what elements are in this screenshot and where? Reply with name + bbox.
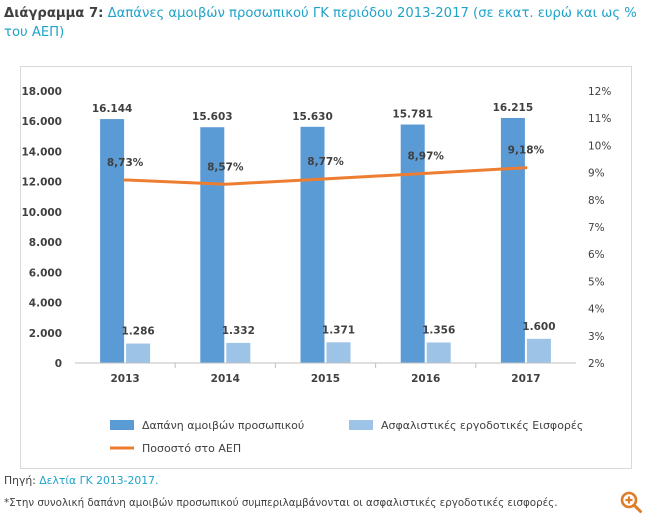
data-label-pct-2014: 8,57% [207,161,244,173]
bar-2015-contrib [326,342,351,363]
bar-2016-main [400,124,425,363]
y-right-tick-label: 4% [588,304,605,316]
data-label-pct-2015: 8,77% [307,156,344,168]
footnote: *Στην συνολική δαπάνη αμοιβών προσωπικού… [4,497,558,509]
y-left-tick-label: 0 [55,358,62,370]
chart-container: 0 2.000 4.000 6.000 8.000 10.000 12.000 14.000 1… [20,66,632,469]
data-label-contrib-2013: 1.286 [121,326,154,338]
bar-2015-main [300,126,325,364]
source-link[interactable]: Δελτία ΓΚ 2013-2017. [39,474,159,487]
y-right-tick-label: 10% [588,140,611,152]
data-label-pct-2016: 8,97% [407,150,444,162]
y-left-tick-label: 10.000 [21,207,62,219]
y-left-tick-label: 8.000 [29,237,62,249]
y-right-tick-label: 5% [588,276,605,288]
source-line: Πηγή: Δελτία ΓΚ 2013-2017. [4,474,158,487]
data-label-main-2015: 15.630 [292,111,333,123]
data-label-main-2016: 15.781 [392,109,433,121]
chart-title: Διάγραμμα 7: Δαπάνες αμοιβών προσωπικού … [4,4,644,42]
x-tick-label-2014: 2014 [211,373,240,385]
y-right-tick-label: 6% [588,249,605,261]
bar-2017-main [500,117,525,363]
y-right-tick-label: 3% [588,331,605,343]
data-label-main-2017: 16.215 [493,102,534,114]
bar-2014-contrib [226,342,251,363]
data-label-contrib-2016: 1.356 [422,325,455,337]
y-left-tick-label: 4.000 [29,298,62,310]
data-label-main-2014: 15.603 [192,111,233,123]
bar-2017-contrib [526,338,551,363]
source-label: Πηγή: [4,474,36,487]
data-label-contrib-2017: 1.600 [522,321,555,333]
data-label-contrib-2014: 1.332 [222,325,255,337]
y-left-tick-label: 12.000 [21,177,62,189]
bar-2016-contrib [426,342,451,363]
bar-2013-main [100,119,125,363]
x-tick-label-2013: 2013 [110,373,139,385]
bar-2014-main [200,127,225,363]
x-tick-label-2016: 2016 [411,373,440,385]
y-right-tick-label: 11% [588,113,611,125]
zoom-in-icon[interactable] [619,490,643,514]
data-label-pct-2017: 9,18% [508,145,545,157]
data-label-main-2013: 16.144 [92,103,133,115]
y-right-tick-label: 2% [588,358,605,370]
legend-label-contrib: Ασφαλιστικές εργοδοτικές Εισφορές [381,419,583,432]
x-tick-label-2017: 2017 [511,373,540,385]
y-right-tick-label: 7% [588,222,605,234]
y-left-tick-label: 16.000 [21,116,62,128]
chart-title-text: Δαπάνες αμοιβών προσωπικού ΓΚ περιόδου 2… [4,6,637,40]
combo-chart: 0 2.000 4.000 6.000 8.000 10.000 12.000 14.000 1… [21,86,611,455]
legend-label-main: Δαπάνη αμοιβών προσωπικού [142,419,304,432]
x-tick-label-2015: 2015 [311,373,340,385]
y-left-tick-label: 14.000 [21,146,62,158]
y-right-tick-label: 12% [588,86,611,98]
gdp-share-line [123,166,528,186]
legend-label-pct: Ποσοστό στο ΑΕΠ [142,442,241,455]
y-left-tick-label: 18.000 [21,86,62,98]
legend-swatch-contrib [349,420,373,430]
y-right-tick-label: 9% [588,168,605,180]
y-right-tick-label: 8% [588,195,605,207]
bar-2013-contrib [126,343,151,363]
legend-swatch-main [110,420,134,430]
data-label-pct-2013: 8,73% [107,157,144,169]
y-left-tick-label: 6.000 [29,267,62,279]
chart-title-label: Διάγραμμα 7: [4,6,104,21]
data-label-contrib-2015: 1.371 [322,324,355,336]
y-left-tick-label: 2.000 [29,328,62,340]
